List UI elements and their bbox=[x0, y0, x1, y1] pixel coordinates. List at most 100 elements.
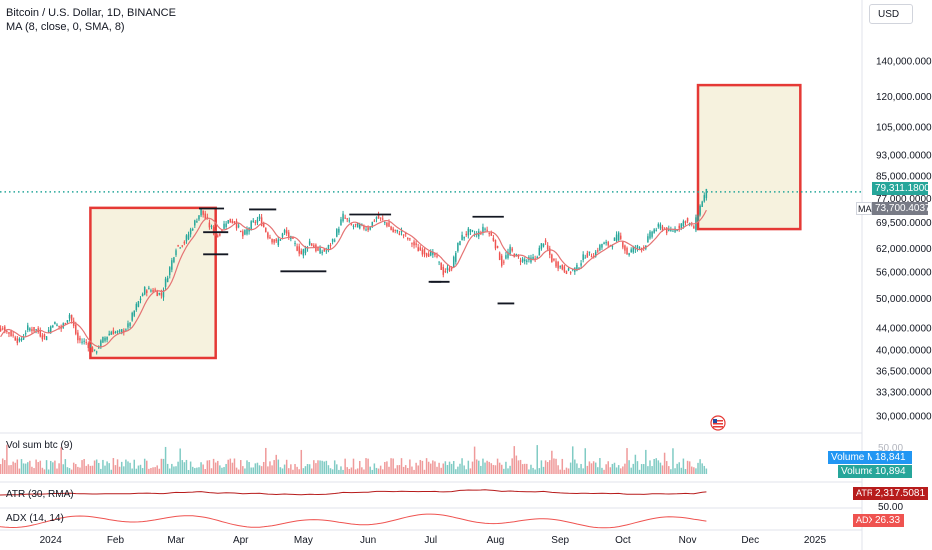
candle-body bbox=[557, 261, 559, 269]
volume-bar bbox=[457, 466, 459, 474]
candle bbox=[590, 253, 593, 258]
volume-bar bbox=[478, 460, 480, 474]
candle bbox=[684, 220, 687, 226]
candle-body bbox=[388, 222, 390, 227]
candle-body bbox=[14, 337, 16, 341]
volume-bar bbox=[275, 454, 277, 474]
volume-tag-value: 10,894 bbox=[872, 465, 912, 478]
volume-bar bbox=[638, 469, 641, 474]
candle-body bbox=[39, 330, 42, 337]
volume-ma-tag-label: Volume MA bbox=[828, 451, 882, 464]
volume-bar bbox=[442, 463, 445, 474]
volume-bar bbox=[93, 460, 96, 474]
candle-body bbox=[429, 251, 432, 256]
volume-bar bbox=[106, 461, 108, 474]
volume-bar bbox=[233, 458, 236, 474]
candle-body bbox=[356, 222, 359, 228]
candle-body bbox=[227, 220, 229, 224]
volume-bar bbox=[208, 460, 211, 474]
adx-pane-title[interactable]: ADX (14, 14) bbox=[6, 513, 64, 524]
volume-bar bbox=[559, 469, 561, 474]
candle bbox=[6, 330, 8, 334]
volume-bar bbox=[206, 460, 209, 474]
candle bbox=[173, 256, 175, 264]
volume-bar bbox=[4, 460, 6, 474]
price-tick-label: 30,000.0000 bbox=[876, 412, 932, 423]
volume-bar bbox=[72, 462, 75, 474]
candle-body bbox=[112, 330, 115, 335]
volume-bar bbox=[684, 469, 687, 474]
volume-bar bbox=[91, 465, 94, 474]
volume-bar bbox=[56, 468, 58, 474]
volume-bar bbox=[260, 466, 263, 474]
ma-indicator-title[interactable]: MA (8, close, 0, SMA, 8) bbox=[6, 21, 125, 33]
volume-bar bbox=[219, 465, 221, 474]
candle bbox=[455, 250, 457, 265]
volume-bar bbox=[85, 465, 87, 474]
candle bbox=[114, 330, 117, 334]
volume-bar bbox=[24, 463, 27, 474]
volume-bar bbox=[494, 465, 497, 474]
volume-bar bbox=[31, 466, 33, 474]
volume-bar bbox=[538, 468, 541, 474]
candle-body bbox=[285, 230, 288, 234]
candle bbox=[327, 244, 330, 253]
symbol-title[interactable]: Bitcoin / U.S. Dollar, 1D, BINANCE bbox=[6, 7, 176, 19]
candle bbox=[459, 240, 461, 246]
candle-body bbox=[555, 261, 557, 267]
candle bbox=[171, 257, 173, 273]
candle-body bbox=[64, 323, 67, 325]
volume-bar bbox=[363, 469, 365, 474]
price-tick-label: 50,000.0000 bbox=[876, 294, 932, 305]
candle-body bbox=[455, 252, 457, 262]
candle-body bbox=[492, 237, 495, 241]
candle-body bbox=[187, 234, 190, 240]
moving-average-line bbox=[0, 209, 707, 348]
candle bbox=[198, 215, 200, 221]
candle bbox=[298, 243, 300, 257]
price-tick-label: 85,000.0000 bbox=[876, 171, 932, 182]
candle-body bbox=[135, 304, 138, 310]
candle bbox=[421, 247, 424, 257]
volume-bar bbox=[177, 461, 179, 474]
volume-bar bbox=[10, 465, 12, 474]
volume-bar bbox=[402, 466, 405, 474]
volume-bar bbox=[187, 469, 190, 474]
candle bbox=[158, 292, 161, 296]
volume-pane-title[interactable]: Vol sum btc (9) bbox=[6, 440, 73, 451]
volume-bar bbox=[166, 463, 169, 474]
price-tick-label: 40,000.0000 bbox=[876, 345, 932, 356]
candle bbox=[613, 237, 616, 242]
volume-bar bbox=[114, 465, 117, 474]
candle-body bbox=[377, 214, 380, 219]
volume-bar bbox=[150, 468, 152, 474]
candle-body bbox=[628, 253, 630, 255]
volume-bar bbox=[434, 461, 436, 474]
candle-body bbox=[43, 334, 46, 337]
atr-pane-title[interactable]: ATR (30, RMA) bbox=[6, 489, 74, 500]
candle bbox=[486, 226, 488, 232]
volume-bar bbox=[336, 464, 338, 474]
candle-body bbox=[594, 251, 597, 257]
volume-bar bbox=[486, 460, 488, 474]
candle-body bbox=[327, 245, 330, 250]
candle-body bbox=[173, 257, 175, 263]
candle bbox=[27, 322, 29, 333]
candle bbox=[425, 252, 428, 258]
candle-body bbox=[310, 243, 313, 246]
volume-bar bbox=[254, 463, 257, 474]
volume-bar bbox=[83, 458, 85, 474]
candle-body bbox=[398, 233, 401, 235]
volume-bar bbox=[519, 459, 522, 474]
us-flag-event-icon[interactable] bbox=[708, 415, 728, 431]
volume-bar bbox=[386, 461, 388, 474]
candle bbox=[344, 214, 346, 220]
candle bbox=[340, 216, 342, 226]
volume-bar bbox=[344, 458, 346, 474]
volume-bar bbox=[371, 469, 374, 474]
volume-bar bbox=[571, 446, 574, 474]
candle bbox=[181, 245, 184, 248]
candle bbox=[85, 339, 87, 345]
currency-selector[interactable]: USD bbox=[869, 4, 913, 24]
